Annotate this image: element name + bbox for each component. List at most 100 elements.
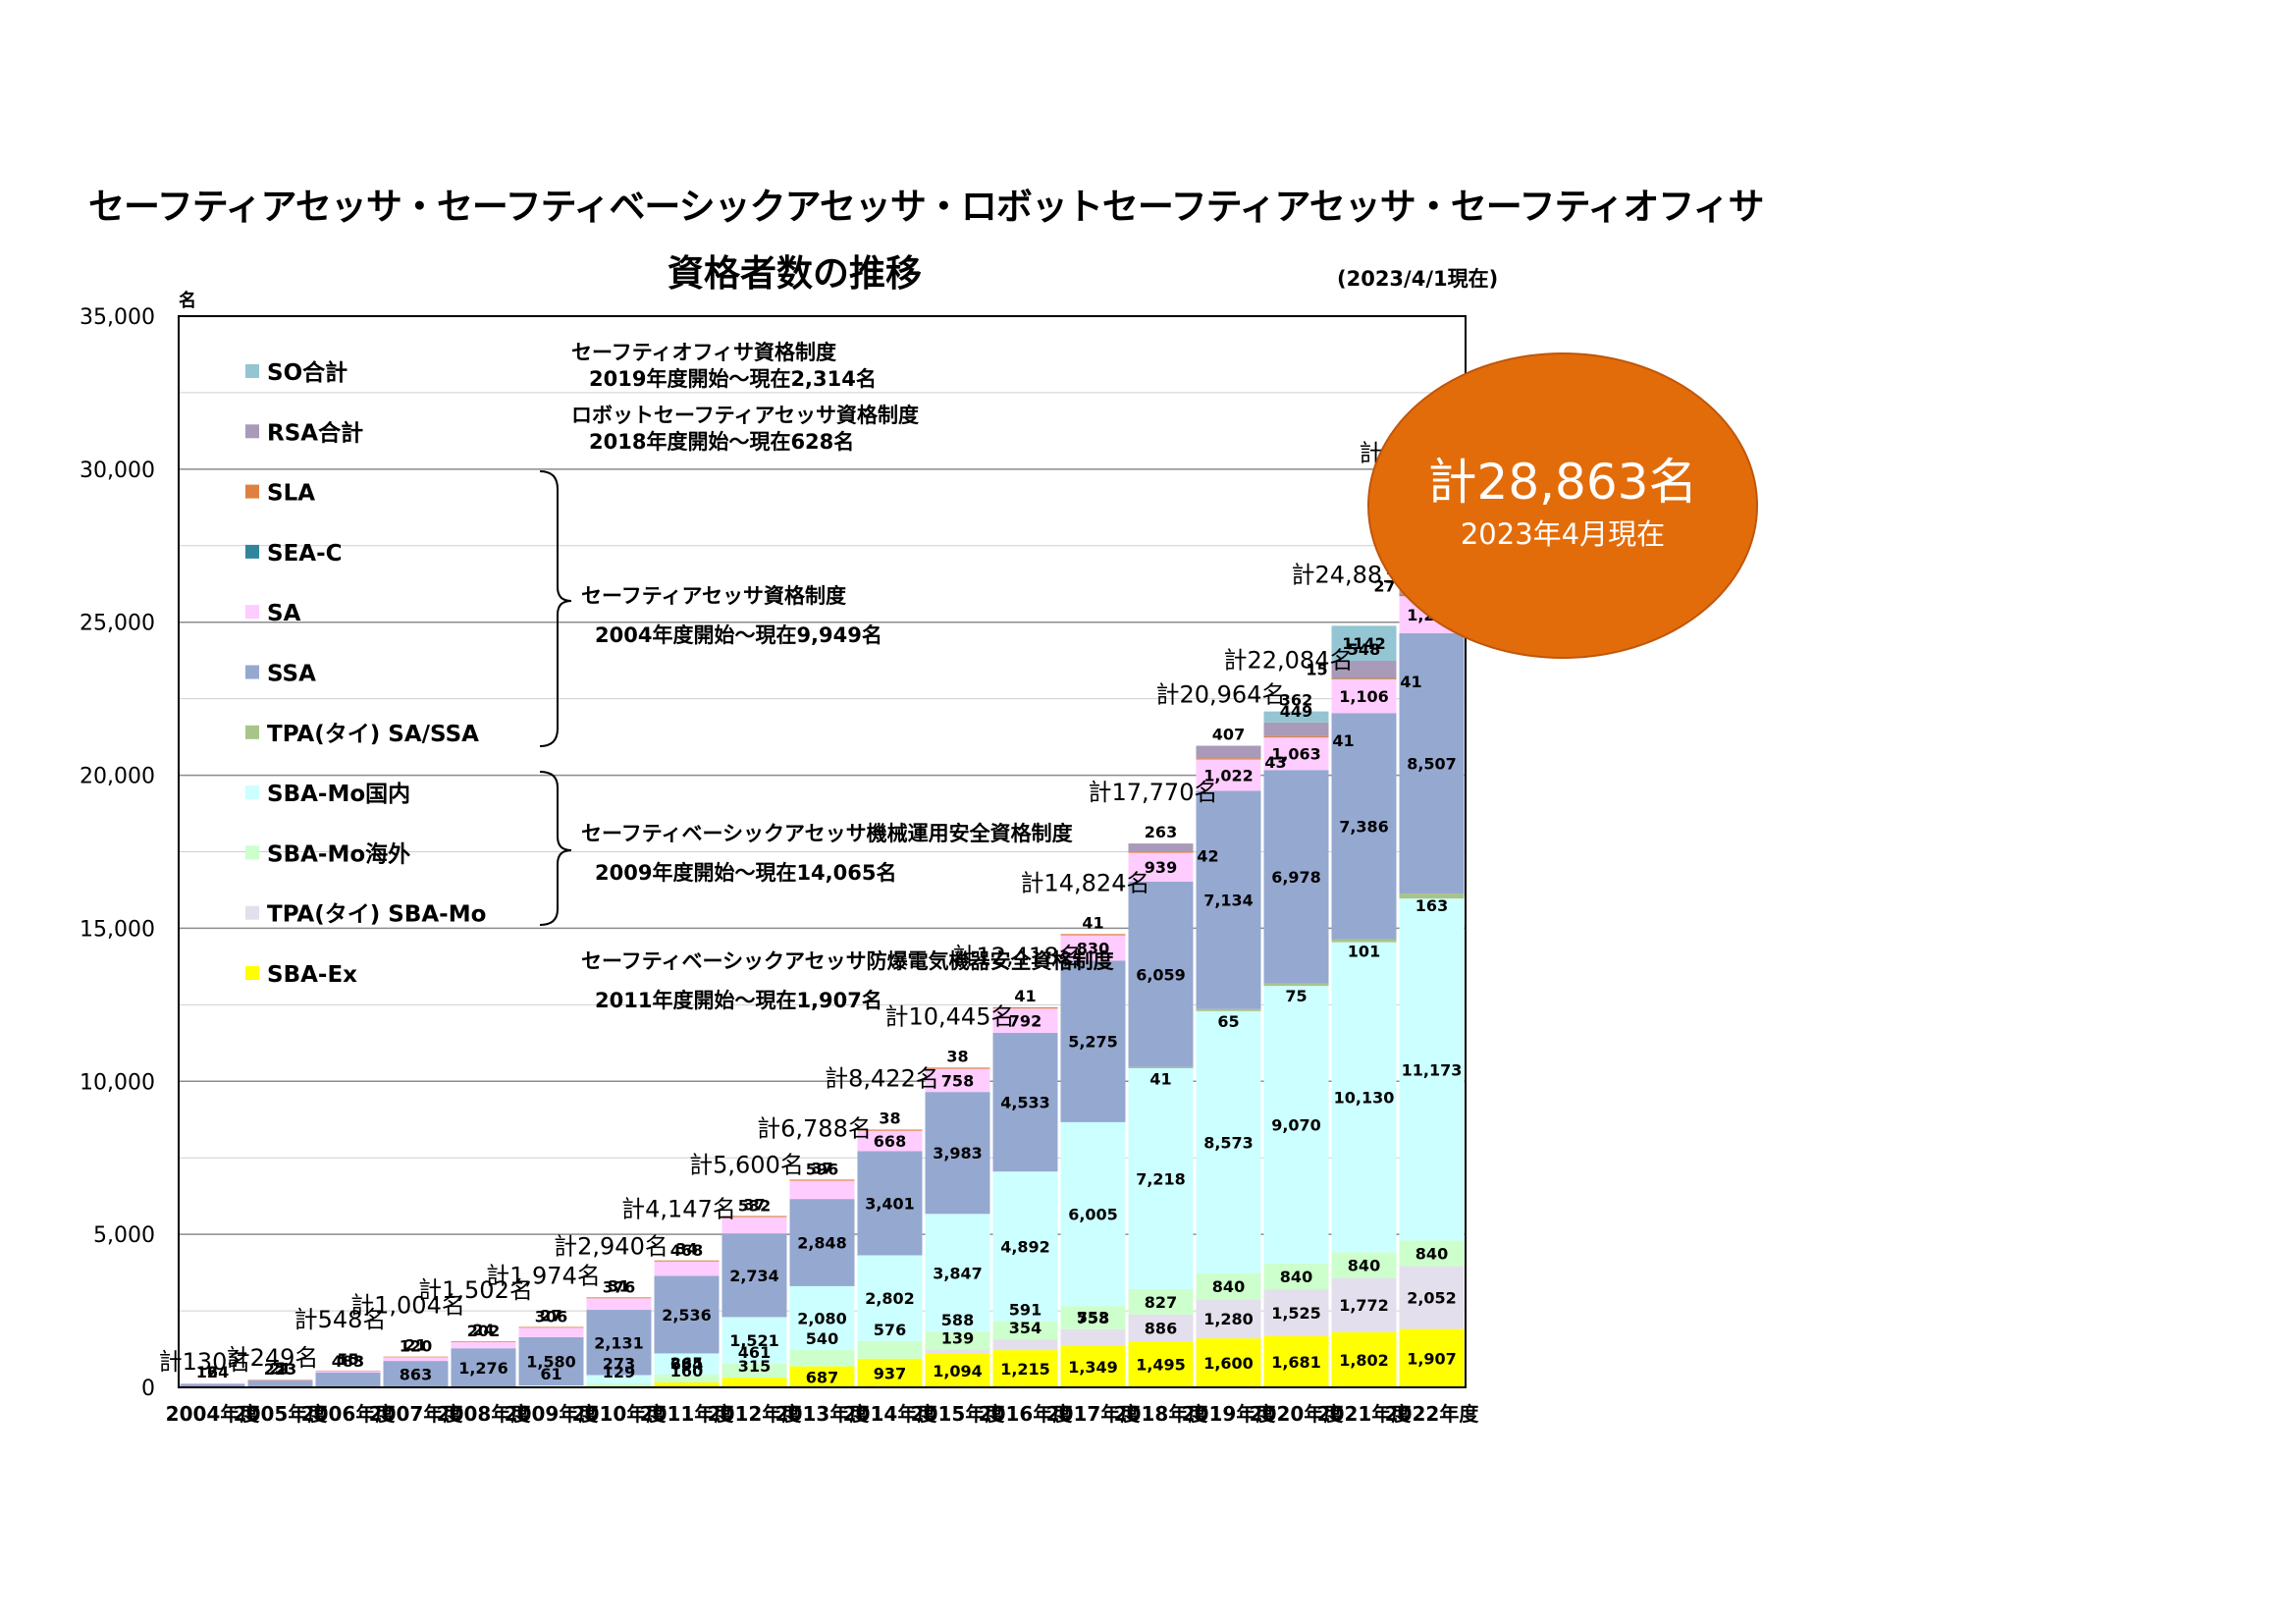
segment-label: 1,094 (933, 1362, 983, 1380)
bar-segment (451, 1341, 516, 1342)
segment-label: 1,349 (1068, 1358, 1118, 1377)
bar-segment (925, 1067, 990, 1069)
bar-segment (1263, 1289, 1329, 1336)
segment-label: 41 (1332, 731, 1354, 750)
segment-label: 6,059 (1136, 965, 1186, 984)
bar-segment (789, 1366, 855, 1387)
callout-date: 2023年4月現在 (1461, 517, 1665, 551)
legend-label: SLA (267, 481, 315, 507)
bar-segment (1196, 1338, 1261, 1387)
bar-segment (1331, 713, 1397, 940)
bar-segment (451, 1341, 516, 1349)
bar-segment (857, 1340, 923, 1359)
bar-segment (992, 1350, 1058, 1387)
total-label: 計5,600名 (689, 1151, 804, 1178)
legend-swatch (245, 665, 259, 679)
x-tick-label: 2007年度 (369, 1402, 464, 1426)
bar-segment (518, 1327, 584, 1337)
legend-swatch (245, 484, 259, 499)
segment-label: 840 (1348, 1257, 1380, 1275)
bar-segment (721, 1317, 787, 1364)
segment-label: 37 (743, 1195, 765, 1214)
segment-label: 55 (337, 1350, 358, 1369)
brace-sa (539, 470, 572, 747)
segment-label: 362 (1280, 691, 1312, 710)
callout-ellipse (1367, 352, 1758, 659)
legend-label: SSA (267, 662, 316, 687)
bar-segment (992, 1008, 1058, 1033)
note-detail: 2018年度開始～現在628名 (589, 430, 854, 454)
bar-segment (1196, 1273, 1261, 1300)
bar-segment (1196, 759, 1261, 791)
bar-segment (383, 1357, 449, 1362)
segment-label: 34 (675, 1240, 697, 1259)
bar-segment (1331, 677, 1397, 679)
bar-segment (383, 1356, 449, 1358)
legend-swatch (245, 605, 259, 620)
legend-label: SBA-Mo海外 (267, 840, 410, 867)
x-tick-label: 2005年度 (234, 1402, 329, 1426)
total-label: 計4,147名 (621, 1196, 736, 1223)
bar-segment (1128, 843, 1194, 852)
bar-segment (654, 1353, 720, 1375)
note-detail: 2004年度開始～現在9,949名 (595, 623, 882, 647)
segment-label: 265 (670, 1354, 703, 1373)
segment-label: 37 (811, 1159, 832, 1177)
total-label: 計22,084名 (1224, 647, 1354, 675)
note-detail: 2009年度開始～現在14,065名 (595, 861, 896, 885)
x-tick-label: 2015年度 (911, 1402, 1006, 1426)
segment-label: 2,536 (662, 1306, 712, 1325)
segment-label: 38 (946, 1047, 968, 1065)
bar-segment (586, 1297, 652, 1299)
bar-segment (1331, 625, 1397, 661)
legend-label: SBA-Ex (267, 962, 357, 988)
y-tick-label: 25,000 (80, 612, 155, 636)
segment-label: 1,802 (1339, 1351, 1389, 1370)
segment-label: 202 (467, 1322, 500, 1340)
segment-label: 42 (1197, 846, 1218, 865)
bar-segment (721, 1363, 787, 1379)
segment-label: 315 (738, 1357, 771, 1376)
segment-label: 124 (196, 1363, 229, 1381)
segment-label: 160 (670, 1362, 703, 1380)
segment-label: 1,106 (1339, 687, 1389, 706)
bar-segment (654, 1260, 720, 1262)
legend-label: TPA(タイ) SA/SSA (267, 722, 479, 747)
segment-label: 10 (337, 1350, 358, 1369)
segment-label: 61 (540, 1365, 561, 1383)
segment-label: 8,507 (1407, 754, 1457, 773)
segment-label: 1,280 (1203, 1310, 1254, 1328)
bar-segment (451, 1348, 516, 1387)
segment-label: 5,275 (1068, 1033, 1118, 1052)
total-label: 計12,418名 (953, 943, 1083, 970)
segment-label: 792 (1009, 1012, 1041, 1031)
segment-label: 840 (1280, 1268, 1312, 1286)
total-label: 計6,788名 (757, 1114, 872, 1142)
bar-segment (1060, 1121, 1126, 1307)
bar-segment (247, 1380, 313, 1387)
total-label: 計1,004名 (350, 1292, 465, 1320)
bar-segment (383, 1361, 449, 1387)
bar-segment (1128, 1066, 1194, 1069)
total-label: 計130名 (159, 1348, 251, 1376)
segment-label: 532 (738, 1197, 771, 1216)
bar-segment (1331, 660, 1397, 678)
segment-label: 1,022 (1203, 766, 1254, 784)
segment-label: 27 (540, 1306, 561, 1325)
bar-segment (1399, 632, 1465, 894)
bar-segment (1060, 935, 1126, 961)
segment-label: 2,734 (729, 1267, 779, 1285)
segment-label: 596 (806, 1161, 838, 1179)
bar-segment (586, 1375, 652, 1383)
bar-segment (1331, 678, 1397, 714)
segment-label: 1,681 (1271, 1353, 1321, 1372)
legend: SO合計 RSA合計 SLA SEA-C SA SSA TPA(タイ) SA/SSA SBA-… (245, 359, 486, 988)
bar-segment (857, 1255, 923, 1341)
x-tick-label: 2016年度 (979, 1402, 1074, 1426)
segment-label: 8,573 (1203, 1133, 1254, 1152)
bar-segment (925, 1349, 990, 1354)
bar-segment (992, 1006, 1058, 1009)
as-of-date: (2023/4/1現在) (1337, 267, 1499, 291)
segment-label: 24 (472, 1321, 494, 1339)
y-tick-label: 0 (141, 1377, 155, 1401)
